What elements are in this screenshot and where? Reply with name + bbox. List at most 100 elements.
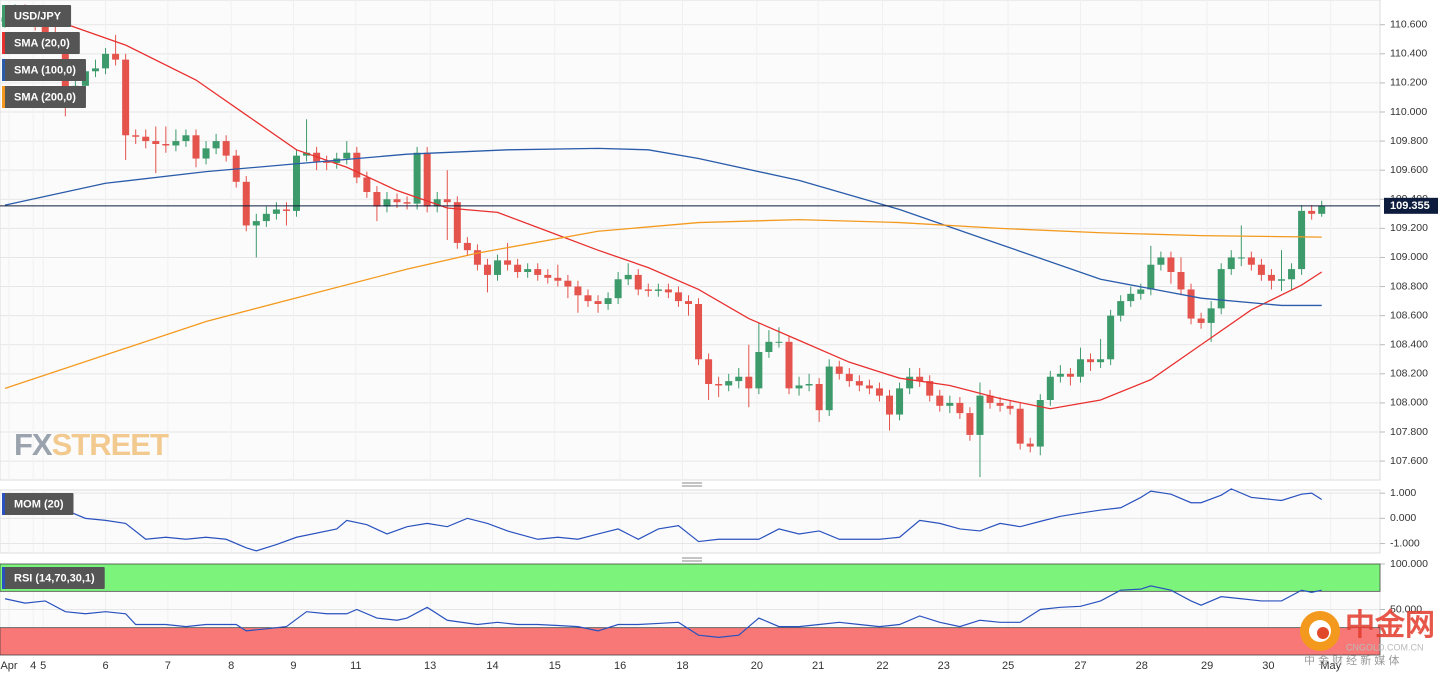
- candle-body: [1197, 318, 1205, 323]
- candle-body: [1087, 359, 1095, 363]
- candle-body: [1056, 373, 1064, 377]
- candle-body: [383, 199, 391, 207]
- x-tick-label: 16: [614, 660, 626, 672]
- y-tick-label: 100.000: [1390, 558, 1428, 570]
- candle-body: [654, 289, 662, 291]
- candle-body: [614, 279, 622, 299]
- candle-body: [835, 366, 843, 374]
- candle-body: [986, 395, 994, 403]
- x-tick-label: 20: [751, 660, 763, 672]
- zone-band: [0, 563, 1381, 592]
- x-tick-label: 7: [165, 660, 171, 672]
- candle-body: [1247, 257, 1255, 265]
- candle-body: [705, 359, 713, 384]
- watermark: FXSTREET: [14, 427, 169, 462]
- x-tick-label: 22: [876, 660, 888, 672]
- x-tick-label: 23: [938, 660, 950, 672]
- x-tick-label: 6: [102, 660, 108, 672]
- candle-body: [353, 152, 361, 178]
- mom-panel: [0, 489, 1381, 554]
- candle-body: [192, 135, 200, 159]
- y-tick-label: 109.600: [1390, 164, 1428, 176]
- candle-body: [1006, 405, 1014, 409]
- candle-body: [1318, 205, 1326, 214]
- legend-label: USD/JPY: [14, 10, 62, 22]
- indicator-line: [4, 585, 1322, 638]
- candle-body: [1016, 408, 1024, 444]
- candle-body: [152, 141, 160, 144]
- candle-body: [1026, 443, 1034, 447]
- y-tick-label: 108.000: [1390, 397, 1428, 409]
- candle-body: [504, 260, 512, 265]
- y-tick-label: 108.200: [1390, 368, 1428, 380]
- candle-body: [584, 295, 592, 302]
- candle-body: [343, 152, 351, 159]
- y-tick-label: 108.400: [1390, 339, 1428, 351]
- x-tick-label: 30: [1262, 660, 1274, 672]
- candle-body: [1237, 257, 1245, 259]
- legend-box: [2, 59, 86, 81]
- zone-band: [0, 627, 1381, 656]
- candle-body: [1227, 257, 1235, 270]
- legend-box: [2, 567, 105, 589]
- indicator-line: [4, 488, 1323, 552]
- candle-body: [634, 274, 642, 290]
- candle-body: [554, 277, 562, 281]
- legend-swatch: [2, 86, 5, 108]
- candle-body: [393, 199, 401, 203]
- x-tick-label: May: [1320, 660, 1341, 672]
- y-tick-label: -1.000: [1390, 537, 1420, 549]
- candle-body: [564, 280, 572, 287]
- candle-body: [1117, 301, 1125, 316]
- candle-body: [1066, 373, 1074, 377]
- candle-body: [363, 177, 371, 192]
- price-panel: [0, 0, 1381, 481]
- candle-body: [544, 274, 552, 278]
- y-tick-label: 108.600: [1390, 309, 1428, 321]
- candle-body: [1267, 274, 1275, 281]
- candle-body: [373, 192, 381, 207]
- candle-body: [303, 152, 311, 156]
- x-tick-label: 21: [812, 660, 824, 672]
- candle-body: [916, 376, 924, 382]
- legend-box: [2, 32, 80, 54]
- candle-body: [413, 152, 421, 204]
- candle-body: [624, 274, 632, 280]
- candle-body: [966, 413, 974, 435]
- candle-body: [715, 384, 723, 386]
- candle-body: [162, 144, 170, 146]
- candle-body: [1147, 264, 1155, 290]
- candle-body: [534, 269, 542, 275]
- candle-body: [443, 199, 451, 203]
- legend-swatch: [2, 493, 5, 515]
- candle-body: [795, 385, 803, 389]
- candle-body: [494, 260, 502, 275]
- candle-body: [112, 53, 120, 60]
- legend-swatch: [2, 567, 5, 589]
- candle-body: [1257, 264, 1265, 275]
- resize-handle[interactable]: [682, 482, 702, 562]
- candle-body: [1298, 210, 1306, 270]
- candle-body: [132, 135, 140, 137]
- candle-body: [1137, 289, 1145, 294]
- candle-body: [453, 202, 461, 243]
- candle-body: [644, 289, 652, 291]
- candle-body: [1177, 272, 1185, 290]
- y-tick-label: 109.200: [1390, 222, 1428, 234]
- candle-body: [1167, 257, 1175, 272]
- candle-body: [172, 141, 180, 146]
- candle-body: [1308, 210, 1316, 214]
- candle-body: [725, 381, 733, 386]
- candle-body: [695, 304, 703, 360]
- x-tick-label: 13: [424, 660, 436, 672]
- logo: 中金网 CNGOLD.COM.CN 中 金 财 经 新 媒 体: [1300, 608, 1435, 667]
- y-tick-label: 1.000: [1390, 487, 1416, 499]
- candle-body: [805, 384, 813, 386]
- logo-slogan: 中 金 财 经 新 媒 体: [1304, 653, 1399, 667]
- x-tick-label: 18: [676, 660, 688, 672]
- x-tick-label: 4: [30, 660, 36, 672]
- candle-body: [1036, 400, 1044, 447]
- legend-box: [2, 86, 86, 108]
- logo-mark-dot: [1317, 627, 1329, 639]
